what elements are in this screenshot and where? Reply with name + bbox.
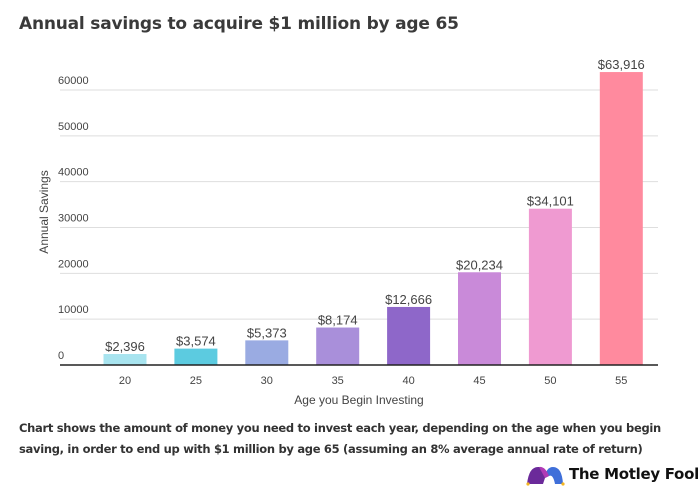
y-tick-label: 50000 xyxy=(58,121,89,133)
motley-fool-logo: The Motley Fool xyxy=(525,462,699,486)
x-tick-label: 45 xyxy=(473,375,485,387)
x-tick-label: 20 xyxy=(119,375,131,387)
bar-age-55 xyxy=(599,72,643,365)
x-tick-label: 50 xyxy=(544,375,556,387)
y-axis-ticks: 0 10000 20000 30000 40000 50000 60000 xyxy=(58,75,89,362)
y-axis-label: Annual Savings xyxy=(37,170,51,253)
bar-age-20 xyxy=(103,354,147,365)
y-tick-label: 30000 xyxy=(58,213,89,225)
bar-age-40 xyxy=(387,306,431,365)
x-tick-label: 30 xyxy=(261,375,273,387)
data-label: $12,666 xyxy=(385,292,432,307)
data-labels: $2,396 $3,574 $5,373 $8,174 $12,666 $20,234 $3… xyxy=(105,57,645,354)
data-label: $20,234 xyxy=(456,257,503,272)
chart-caption: Chart shows the amount of money you need… xyxy=(19,421,661,456)
brand-name: The Motley Fool xyxy=(569,465,699,483)
jester-hat-icon xyxy=(526,466,565,486)
bar-age-50 xyxy=(528,208,572,365)
y-tick-label: 0 xyxy=(58,350,64,362)
x-tick-label: 55 xyxy=(615,375,627,387)
x-axis-label: Age you Begin Investing xyxy=(294,393,423,407)
bar-age-25 xyxy=(174,348,218,365)
y-tick-label: 20000 xyxy=(58,258,89,270)
bar-age-45 xyxy=(458,272,501,365)
data-label: $34,101 xyxy=(527,194,574,209)
data-label: $2,396 xyxy=(105,339,145,354)
x-tick-label: 40 xyxy=(402,375,414,387)
x-tick-label: 25 xyxy=(190,375,202,387)
data-label: $8,174 xyxy=(318,313,358,328)
bar-chart: 0 10000 20000 30000 40000 50000 60000 $2,396 $3… xyxy=(37,57,658,407)
data-label: $3,574 xyxy=(176,334,216,349)
chart-title: Annual savings to acquire $1 million by … xyxy=(19,14,459,34)
bar-age-35 xyxy=(316,327,360,365)
y-tick-label: 60000 xyxy=(58,75,89,87)
y-tick-label: 10000 xyxy=(58,304,89,316)
x-tick-label: 35 xyxy=(332,375,344,387)
bar-age-30 xyxy=(245,340,289,365)
y-tick-label: 40000 xyxy=(58,167,89,179)
bars xyxy=(103,72,643,365)
data-label: $5,373 xyxy=(247,325,287,340)
x-axis-ticks: 20 25 30 35 40 45 50 55 xyxy=(119,375,628,387)
data-label: $63,916 xyxy=(598,57,645,72)
